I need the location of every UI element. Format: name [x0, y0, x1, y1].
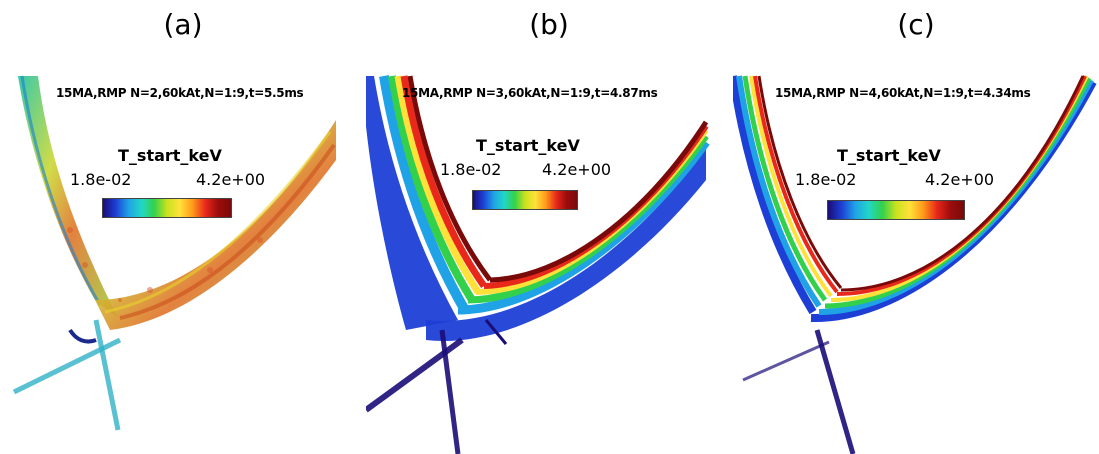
run-info-a: 15MA,RMP N=2,60kAt,N=1:9,t=5.5ms [56, 86, 304, 100]
colorbar-max-c: 4.2e+00 [925, 170, 995, 189]
colorbar-a [102, 198, 232, 218]
colorbar-title-a: T_start_keV [118, 146, 222, 165]
panel-b: (b) 15MA,RMP N=3,60kAt,N=1:9,t=4.87ms T_… [366, 0, 732, 454]
colorbar-c [827, 200, 965, 220]
panel-c: (c) 15MA,RMP N=4,60kAt,N=1:9,t=4.34ms T_… [733, 0, 1099, 454]
colorbar-max-a: 4.2e+00 [196, 170, 266, 189]
colorbar-max-b: 4.2e+00 [542, 160, 612, 179]
colorbar-b [472, 190, 578, 210]
footprint-plot-a [12, 75, 336, 431]
colorbar-title-c: T_start_keV [837, 146, 941, 165]
footprint-plot-c [733, 75, 1097, 454]
panel-label-a: (a) [163, 8, 203, 41]
run-info-b: 15MA,RMP N=3,60kAt,N=1:9,t=4.87ms [402, 86, 658, 100]
run-info-c: 15MA,RMP N=4,60kAt,N=1:9,t=4.34ms [775, 86, 1031, 100]
panel-a: (a) 15MA,RMP N=2,60kAt,N=1:9,t=5.5ms T_s… [0, 0, 366, 454]
panel-label-b: (b) [529, 8, 569, 41]
colorbar-title-b: T_start_keV [476, 136, 580, 155]
colorbar-min-a: 1.8e-02 [70, 170, 132, 189]
panel-label-c: (c) [897, 8, 935, 41]
footprint-plot-b [366, 75, 710, 454]
colorbar-min-b: 1.8e-02 [440, 160, 502, 179]
colorbar-min-c: 1.8e-02 [795, 170, 857, 189]
